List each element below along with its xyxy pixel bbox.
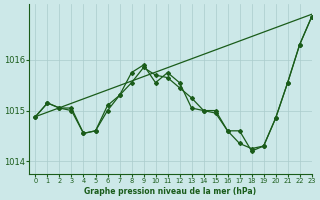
X-axis label: Graphe pression niveau de la mer (hPa): Graphe pression niveau de la mer (hPa)	[84, 187, 257, 196]
